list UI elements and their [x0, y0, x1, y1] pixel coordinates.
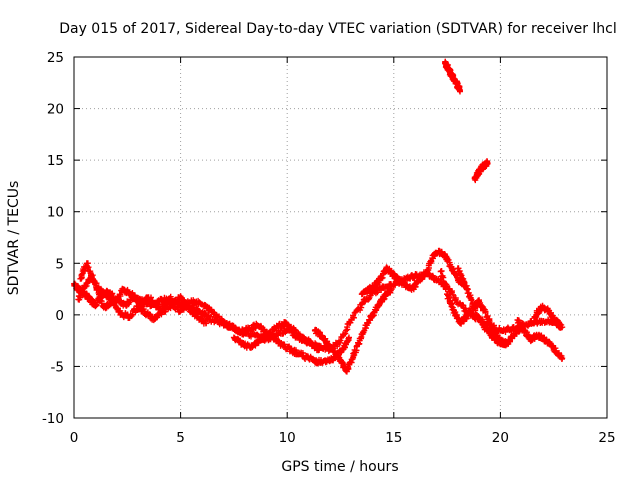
y-tick-label: 20: [47, 102, 64, 118]
data-point: [438, 268, 445, 274]
data-point: [342, 330, 349, 337]
data-point: [468, 296, 475, 303]
x-tick-label: 10: [279, 430, 296, 446]
data-point: [502, 329, 509, 335]
x-tick-label: 15: [385, 430, 402, 446]
x-tick-label: 20: [492, 430, 509, 446]
data-point: [374, 289, 381, 296]
data-point: [487, 321, 494, 327]
y-tick-label: 15: [47, 153, 64, 169]
y-tick-label: -10: [42, 411, 64, 427]
data-point: [173, 298, 180, 305]
plot-frame: [73, 56, 608, 419]
data-point: [316, 346, 323, 353]
y-tick-label: 10: [47, 205, 64, 221]
data-point: [484, 160, 491, 167]
data-point: [148, 294, 154, 301]
data-point: [448, 303, 455, 310]
data-point: [476, 297, 482, 304]
data-point: [203, 320, 210, 327]
data-point: [343, 327, 350, 334]
data-point: [305, 336, 312, 343]
data-point: [507, 338, 513, 345]
y-tick-label: 5: [55, 256, 64, 272]
data-point: [482, 308, 489, 315]
x-tick-label: 5: [176, 430, 185, 446]
data-point: [109, 290, 116, 297]
data-point: [92, 280, 99, 287]
data-point: [117, 291, 124, 298]
data-point: [267, 330, 274, 337]
data-point: [344, 326, 351, 333]
data-point: [98, 298, 105, 305]
data-point: [456, 87, 463, 93]
data-point: [442, 286, 449, 293]
y-tick-label: 0: [55, 308, 64, 324]
data-point: [388, 286, 395, 293]
x-tick-label: 25: [598, 430, 615, 446]
x-axis-ticks: 0 5 10 15 20 25: [70, 57, 616, 446]
data-point: [346, 334, 352, 341]
data-point: [458, 272, 465, 279]
chart-title: Day 015 of 2017, Sidereal Day-to-day VTE…: [59, 21, 617, 37]
grid-lines: [74, 57, 607, 418]
y-axis-label: SDTVAR / TECUs: [6, 181, 22, 296]
data-point: [78, 271, 85, 278]
data-point: [154, 302, 161, 309]
data-point: [559, 324, 566, 331]
data-points: [71, 58, 566, 375]
data-point: [553, 349, 560, 356]
data-point: [281, 341, 288, 348]
data-point: [337, 337, 344, 344]
y-tick-label: 25: [47, 50, 64, 66]
x-tick-label: 0: [70, 430, 79, 446]
data-point: [557, 321, 564, 328]
y-tick-label: -5: [51, 359, 64, 375]
data-point: [82, 283, 89, 290]
data-point: [225, 321, 232, 327]
data-point: [472, 307, 479, 314]
y-axis-ticks: -10 -5 0 5 10 15 20 25: [42, 50, 607, 427]
data-point: [180, 306, 187, 313]
data-point: [559, 355, 566, 362]
data-point: [87, 268, 94, 275]
data-point: [428, 258, 435, 265]
x-axis-label: GPS time / hours: [281, 459, 398, 475]
